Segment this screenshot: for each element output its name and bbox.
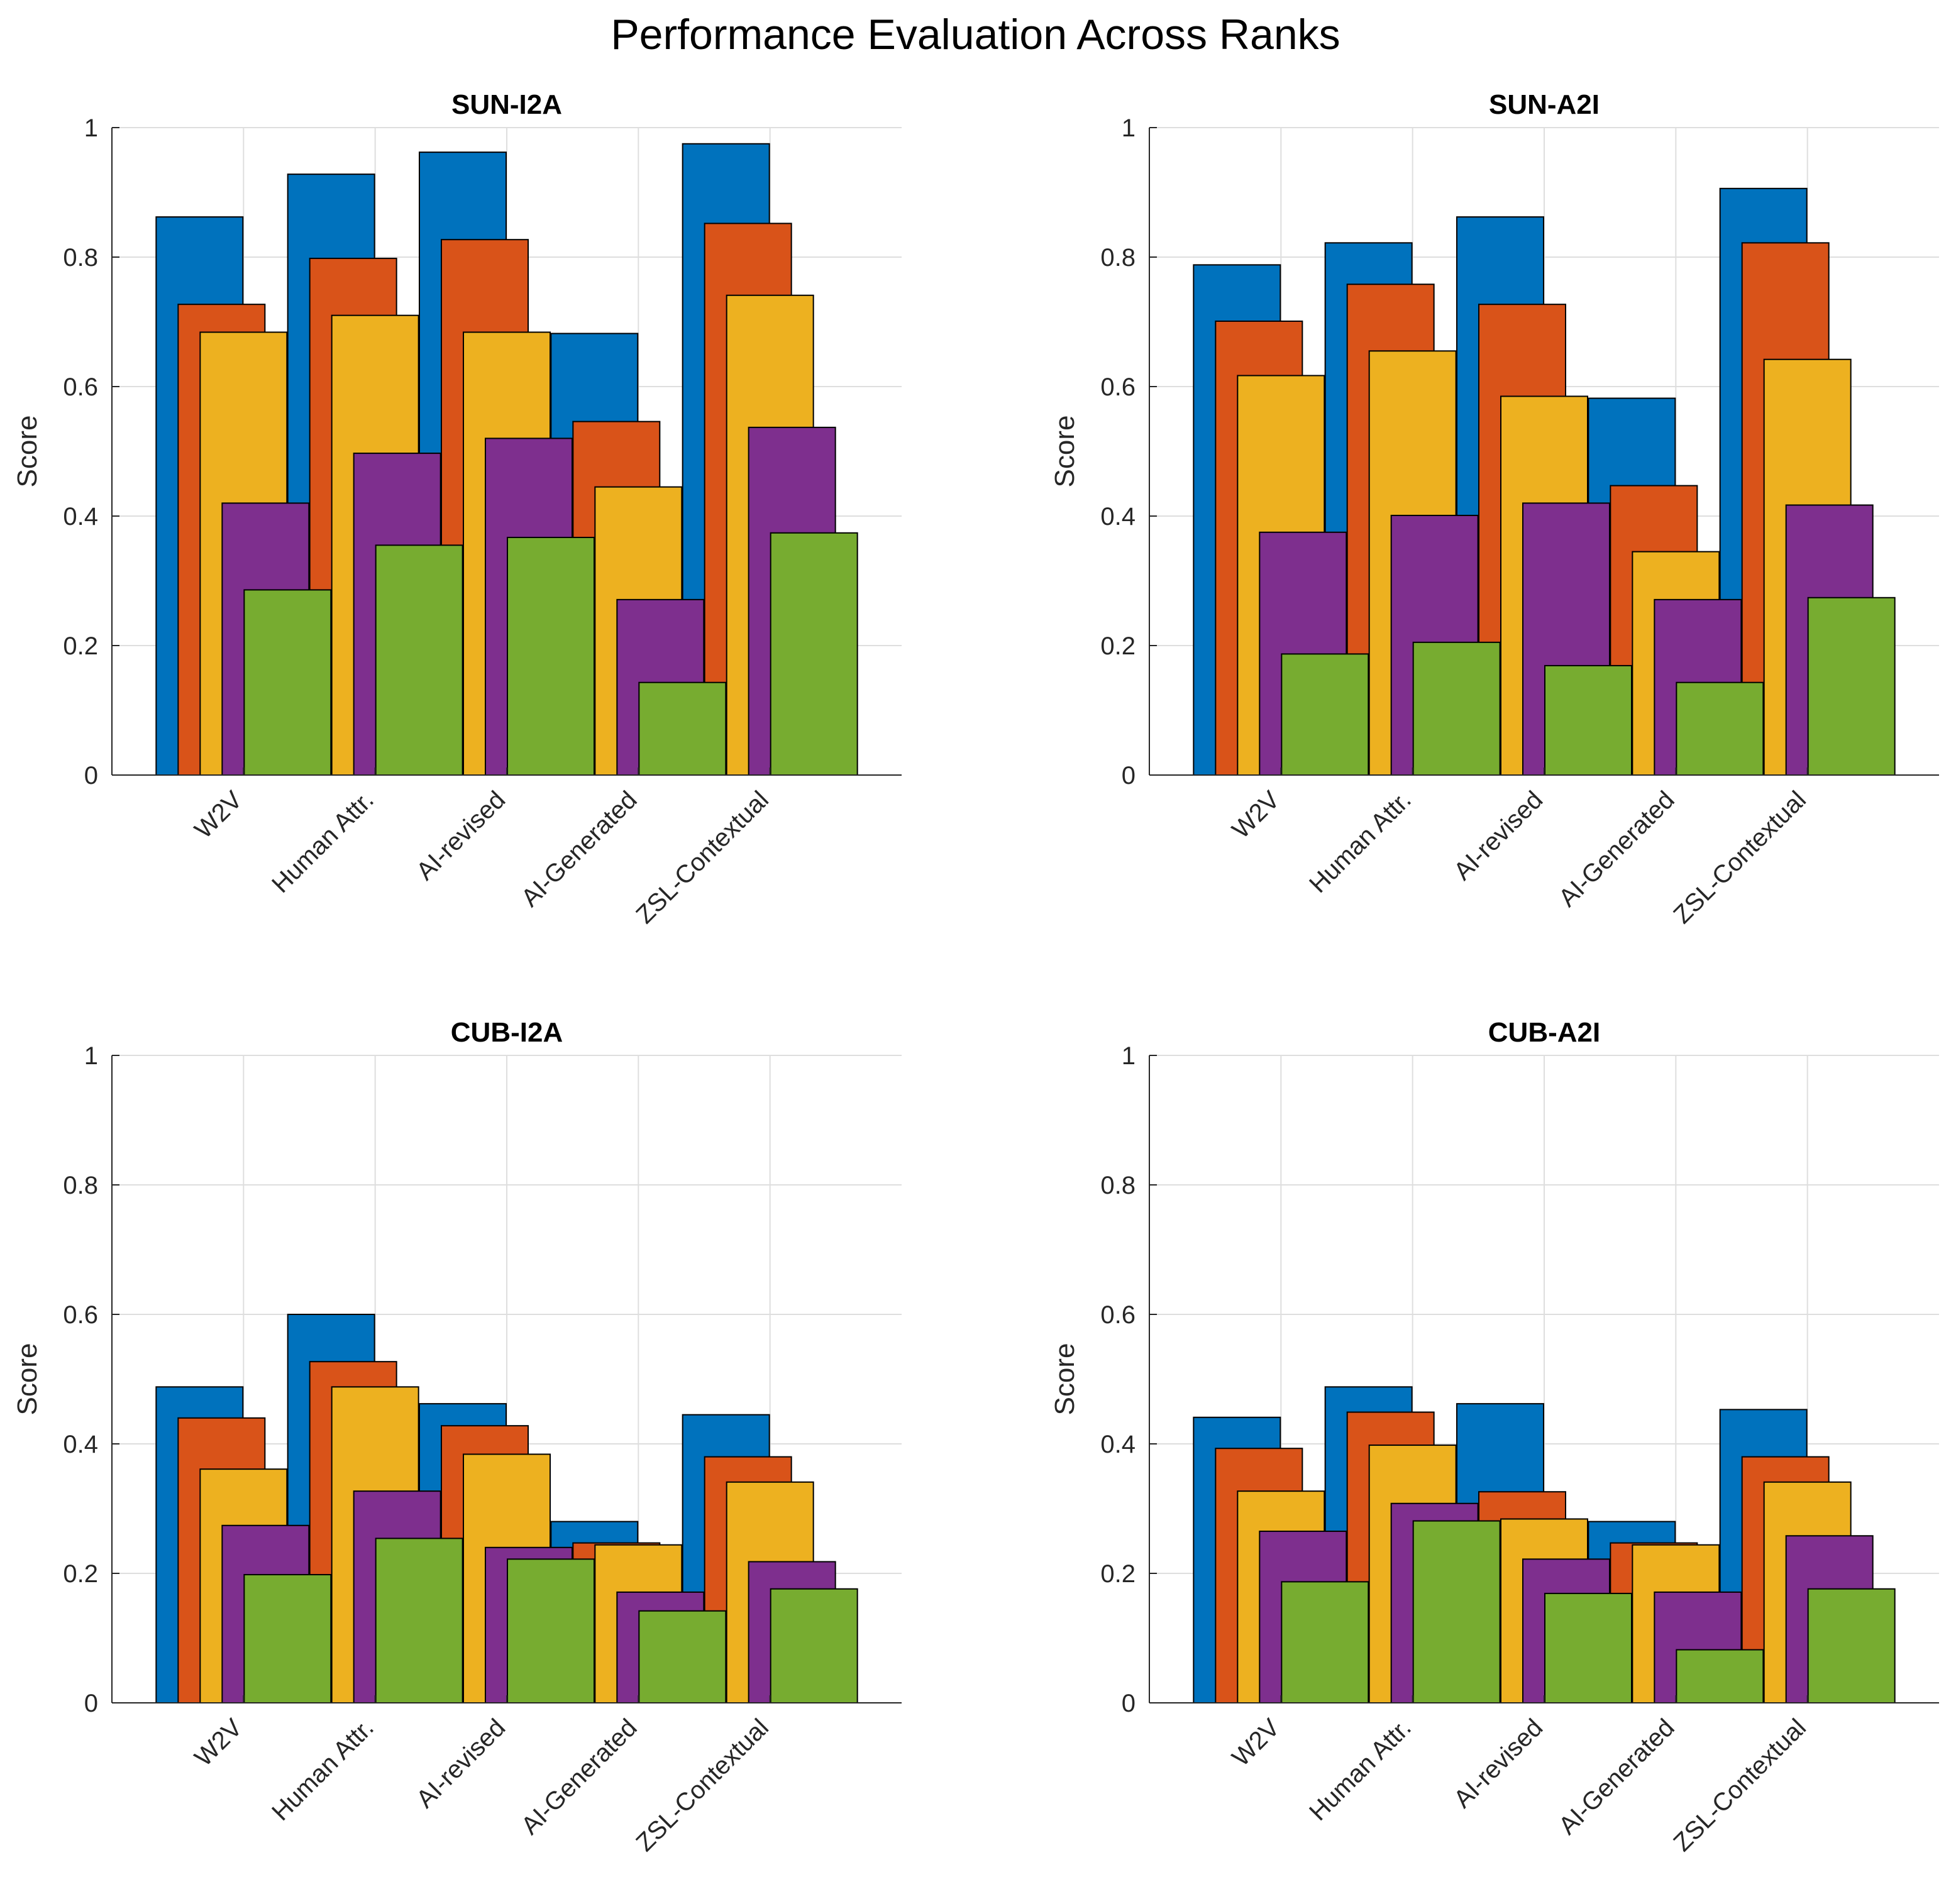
- y-tick-label: 0.8: [63, 244, 98, 272]
- y-tick-label: 0.2: [1100, 1560, 1136, 1588]
- bar-rank-5-w2v: [243, 1574, 332, 1704]
- y-axis-label: Score: [1049, 415, 1080, 488]
- x-tick-label-w2v: W2V: [1227, 1714, 1285, 1772]
- y-tick-label: 1: [1122, 114, 1136, 142]
- x-tick-label-ai-revised: AI-revised: [411, 786, 511, 885]
- panel-title: SUN-I2A: [451, 89, 562, 120]
- y-tick-label: 0.8: [63, 1172, 98, 1199]
- bar-rank-5-w2v: [1281, 1581, 1369, 1703]
- panel-cub-i2a: 0 0.2 0.4 0.6 0.8 1 W2V Human Attr. AI-revised AI…: [12, 1017, 902, 1857]
- bar-rank-5-ai-generated: [638, 681, 727, 776]
- y-tick-label: 0.8: [1100, 244, 1136, 272]
- bar-rank-5-ai-revised: [1544, 1592, 1632, 1703]
- x-tick-label-zsl-contextual: ZSL-Contextual: [1668, 786, 1811, 929]
- y-tick-label: 0.6: [63, 373, 98, 401]
- y-tick-label: 0.2: [1100, 632, 1136, 660]
- bar-rank-5-zsl-contextual: [1807, 1588, 1896, 1703]
- y-tick-label: 1: [84, 114, 98, 142]
- bar-rank-5-human-attr: [1412, 1520, 1501, 1704]
- y-tick-label: 0.4: [1100, 503, 1136, 531]
- figure-title: Performance Evaluation Across Ranks: [611, 11, 1340, 58]
- x-tick-label-ai-generated: AI-Generated: [1554, 1714, 1680, 1840]
- x-tick-label-zsl-contextual: ZSL-Contextual: [631, 1714, 774, 1857]
- y-tick-label: 0.6: [1100, 1301, 1136, 1329]
- y-tick-label: 0.4: [63, 503, 98, 531]
- y-tick-label: 1: [1122, 1042, 1136, 1070]
- y-tick-label: 0.6: [63, 1301, 98, 1329]
- x-tick-label-zsl-contextual: ZSL-Contextual: [1668, 1714, 1811, 1857]
- bar-rank-5-ai-revised: [1544, 664, 1632, 776]
- y-tick-label: 0.2: [63, 1560, 98, 1588]
- y-axis-label: Score: [12, 1343, 43, 1416]
- x-tick-label-ai-generated: AI-Generated: [1554, 786, 1680, 912]
- panel-sun-i2a: 0 0.2 0.4 0.6 0.8 1 W2V Human Attr. AI-revised AI…: [12, 89, 902, 929]
- bar-rank-5-human-attr: [375, 1538, 463, 1703]
- y-axis-label: Score: [1049, 1343, 1080, 1416]
- bar-rank-5-human-attr: [375, 544, 463, 776]
- y-tick-label: 0: [1122, 1690, 1136, 1717]
- y-tick-label: 0: [84, 1690, 98, 1717]
- x-tick-label-zsl-contextual: ZSL-Contextual: [631, 786, 774, 929]
- x-tick-label-ai-revised: AI-revised: [1449, 1714, 1548, 1813]
- x-tick-label-human-attr: Human Attr.: [267, 1714, 379, 1826]
- y-tick-label: 0.4: [1100, 1431, 1136, 1458]
- x-tick-label-human-attr: Human Attr.: [1304, 1714, 1417, 1826]
- x-tick-label-w2v: W2V: [1227, 786, 1285, 844]
- panel-cub-a2i: 0 0.2 0.4 0.6 0.8 1 W2V Human Attr. AI-revised AI…: [1049, 1017, 1939, 1857]
- x-tick-label-human-attr: Human Attr.: [1304, 786, 1417, 898]
- x-tick-label-ai-revised: AI-revised: [411, 1714, 511, 1813]
- x-tick-label-w2v: W2V: [189, 786, 248, 844]
- x-tick-label-ai-revised: AI-revised: [1449, 786, 1548, 885]
- bar-rank-5-human-attr: [1412, 641, 1501, 776]
- bar-rank-5-ai-generated: [1676, 681, 1764, 776]
- bar-rank-5-w2v: [243, 589, 332, 776]
- y-tick-label: 0: [84, 762, 98, 790]
- bar-rank-5-w2v: [1281, 653, 1369, 776]
- y-tick-label: 0.6: [1100, 373, 1136, 401]
- x-tick-label-ai-generated: AI-Generated: [516, 786, 643, 912]
- bars: [1193, 1386, 1896, 1704]
- x-tick-label-human-attr: Human Attr.: [267, 786, 379, 898]
- bar-rank-5-zsl-contextual: [770, 1588, 858, 1703]
- bar-rank-5-zsl-contextual: [1807, 597, 1896, 776]
- panel-title: CUB-I2A: [451, 1017, 563, 1048]
- panel-title: CUB-A2I: [1488, 1017, 1600, 1048]
- panel-title: SUN-A2I: [1489, 89, 1600, 120]
- y-tick-label: 0.2: [63, 632, 98, 660]
- y-tick-label: 0.4: [63, 1431, 98, 1458]
- panel-sun-a2i: 0 0.2 0.4 0.6 0.8 1 W2V Human Attr. AI-revised AI…: [1049, 89, 1939, 929]
- y-axis-label: Score: [12, 415, 43, 488]
- bar-rank-5-ai-revised: [507, 536, 595, 776]
- bar-rank-5-ai-revised: [507, 1558, 595, 1704]
- y-tick-label: 0.8: [1100, 1172, 1136, 1199]
- bar-rank-5-ai-generated: [1676, 1649, 1764, 1704]
- y-tick-label: 1: [84, 1042, 98, 1070]
- bars: [1193, 187, 1896, 776]
- bar-rank-5-ai-generated: [638, 1610, 727, 1703]
- bar-rank-5-zsl-contextual: [770, 532, 858, 776]
- bars: [155, 143, 858, 776]
- x-tick-label-w2v: W2V: [189, 1714, 248, 1772]
- y-tick-label: 0: [1122, 762, 1136, 790]
- x-tick-label-ai-generated: AI-Generated: [516, 1714, 643, 1840]
